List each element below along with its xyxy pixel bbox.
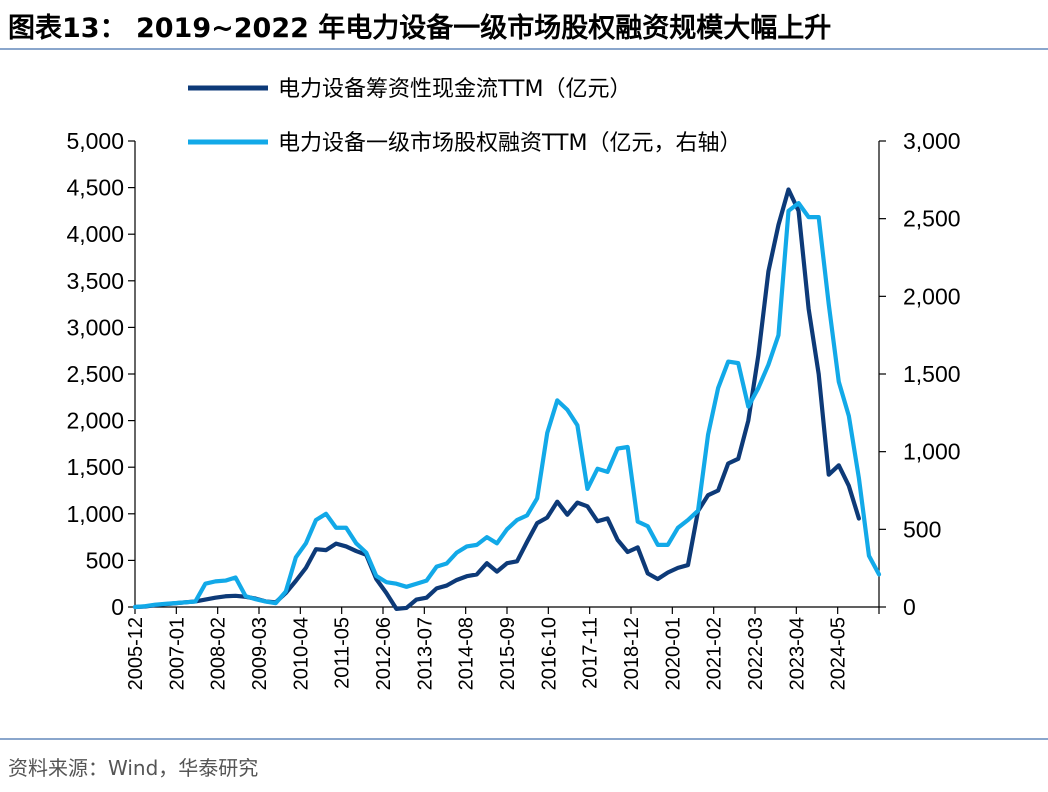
legend-label: 电力设备筹资性现金流TTM（亿元） <box>278 77 631 102</box>
y-left-tick-label: 0 <box>111 594 124 620</box>
series-layer <box>132 187 882 611</box>
x-tick-label: 2017-11 <box>580 617 602 689</box>
y-left-tick-label: 1,000 <box>66 501 124 527</box>
y-left-tick-label: 4,500 <box>66 175 124 201</box>
y-right-tick-label: 2,000 <box>903 283 961 309</box>
x-tick-label: 2010-04 <box>290 617 312 690</box>
chart-title: 图表13： 2019~2022 年电力设备一级市场股权融资规模大幅上升 <box>8 13 832 44</box>
x-tick-label: 2007-01 <box>166 617 188 690</box>
y-left-tick-label: 2,000 <box>66 408 124 434</box>
y-left-tick-label: 1,500 <box>66 454 124 480</box>
x-tick-label: 2014-08 <box>456 617 478 690</box>
y-left-tick-label: 500 <box>86 547 124 573</box>
top-divider <box>0 48 1048 50</box>
x-tick-label: 2008-02 <box>208 617 230 690</box>
source-note: 资料来源：Wind，华泰研究 <box>8 756 259 780</box>
y-left-tick-label: 3,000 <box>66 314 124 340</box>
y-left-tick-label: 2,500 <box>66 361 124 387</box>
legend: 电力设备筹资性现金流TTM（亿元） 电力设备一级市场股权融资TTM（亿元，右轴） <box>188 77 741 156</box>
y-left-tick-label: 4,000 <box>66 221 124 247</box>
series-line-equity-financing <box>132 201 882 610</box>
y-right-tick-label: 1,000 <box>903 439 961 465</box>
y-right-tick-label: 1,500 <box>903 361 961 387</box>
y-right-tick-label: 2,500 <box>903 206 961 232</box>
x-tick-label: 2009-03 <box>249 617 271 690</box>
x-tick-label: 2018-12 <box>621 617 643 690</box>
x-tick-label: 2013-07 <box>414 617 436 690</box>
y-right-tick-label: 3,000 <box>903 128 961 154</box>
y-left-tick-label: 5,000 <box>66 128 124 154</box>
x-tick-label: 2021-02 <box>704 617 726 690</box>
y-right-tick-label: 0 <box>903 594 916 620</box>
x-tick-label: 2020-01 <box>662 617 684 690</box>
x-tick-label: 2022-03 <box>745 617 767 690</box>
y-right-tick-label: 500 <box>903 516 941 542</box>
x-tick-label: 2012-06 <box>373 617 395 690</box>
x-tick-label: 2015-09 <box>497 617 519 690</box>
legend-label: 电力设备一级市场股权融资TTM（亿元，右轴） <box>278 131 741 156</box>
x-tick-label: 2016-10 <box>538 617 560 690</box>
line-chart: 0 500 1,000 1,500 2,000 2,500 3,000 3,500 4,000 4… <box>66 77 960 690</box>
x-tick-label: 2005-12 <box>125 617 147 690</box>
y-left-tick-label: 3,500 <box>66 268 124 294</box>
x-tick-label: 2024-05 <box>828 617 850 690</box>
x-tick-label: 2011-05 <box>332 617 354 689</box>
axes-layer: 0 500 1,000 1,500 2,000 2,500 3,000 3,500 4,000 4… <box>66 128 960 690</box>
x-tick-label: 2023-04 <box>786 617 808 690</box>
bottom-divider <box>0 738 1048 740</box>
